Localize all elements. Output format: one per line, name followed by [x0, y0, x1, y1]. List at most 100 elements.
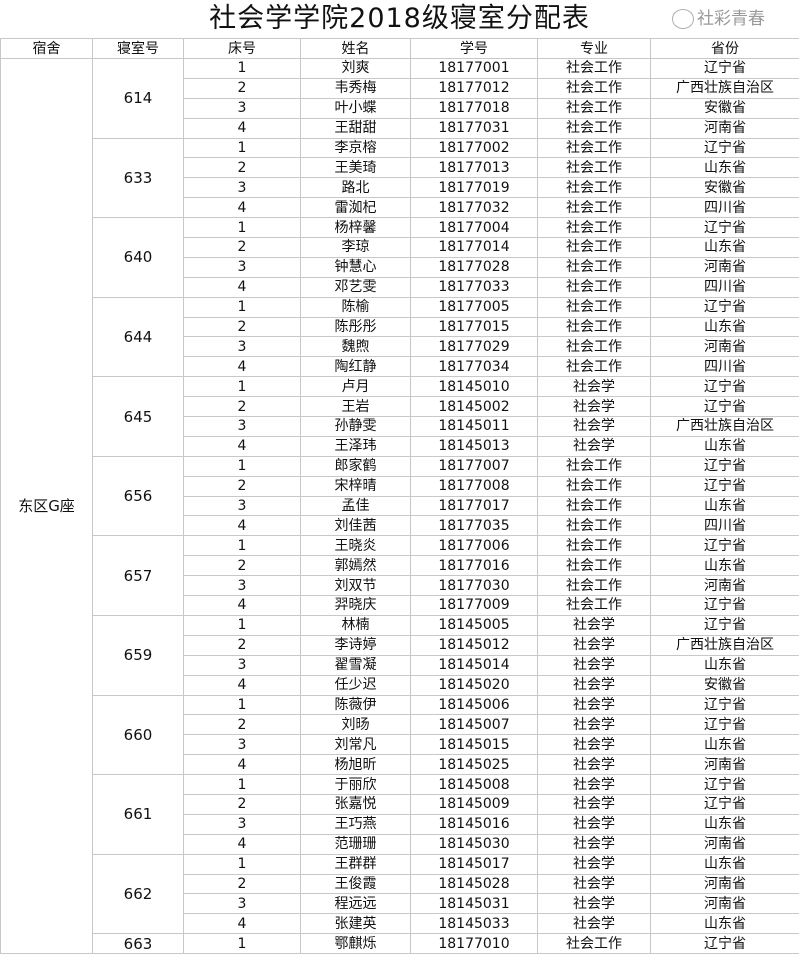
- cell-student-id: 18145010: [410, 376, 538, 398]
- cell-student-id: 18145007: [410, 714, 538, 736]
- cell-bed: 3: [183, 654, 301, 676]
- cell-bed: 2: [183, 634, 301, 656]
- cell-student-id: 18145017: [410, 853, 538, 875]
- table-row: 4 王泽玮 18145013 社会学 山东省: [1, 435, 799, 457]
- cell-name: 于丽欣: [300, 774, 411, 795]
- cell-name: 王群群: [300, 853, 411, 875]
- cell-student-id: 18177032: [410, 197, 538, 219]
- cell-bed: 1: [183, 933, 301, 954]
- cell-name: 李琼: [300, 237, 411, 258]
- cell-province: 辽宁省: [650, 137, 799, 159]
- table-row: 656 1 郎家鹤 18177007 社会工作 辽宁省: [1, 455, 799, 537]
- cell-name: 杨梓馨: [300, 217, 411, 239]
- cell-bed: 1: [183, 217, 301, 239]
- cell-student-id: 18145002: [410, 396, 538, 418]
- cell-student-id: 18145016: [410, 813, 538, 835]
- header-name: 姓名: [300, 38, 411, 59]
- cell-student-id: 18177002: [410, 137, 538, 159]
- table-row: 4 刘佳茜 18177035 社会工作 四川省: [1, 515, 799, 537]
- cell-major: 社会学: [537, 873, 651, 895]
- cell-room: 656: [92, 455, 184, 537]
- cell-province: 山东省: [650, 913, 799, 935]
- table-row: 633 1 李京榕 18177002 社会工作 辽宁省: [1, 137, 799, 219]
- cell-bed: 2: [183, 77, 301, 99]
- cell-bed: 1: [183, 296, 301, 318]
- cell-name: 王巧燕: [300, 813, 411, 835]
- cell-major: 社会学: [537, 614, 651, 636]
- cell-student-id: 18177028: [410, 256, 538, 278]
- table-row: 3 刘双节 18177030 社会工作 河南省: [1, 575, 799, 597]
- cell-major: 社会学: [537, 833, 651, 855]
- cell-major: 社会学: [537, 654, 651, 676]
- cell-province: 山东省: [650, 435, 799, 457]
- cell-major: 社会学: [537, 913, 651, 935]
- cell-major: 社会工作: [537, 595, 651, 616]
- table-row: 3 钟慧心 18177028 社会工作 河南省: [1, 256, 799, 278]
- cell-student-id: 18177029: [410, 336, 538, 358]
- cell-province: 四川省: [650, 197, 799, 219]
- cell-room: 663: [92, 933, 184, 954]
- cell-student-id: 18177034: [410, 356, 538, 378]
- cell-name: 李诗婷: [300, 634, 411, 656]
- cell-major: 社会工作: [537, 475, 651, 497]
- cell-name: 范珊珊: [300, 833, 411, 855]
- cell-bed: 2: [183, 157, 301, 179]
- cell-major: 社会工作: [537, 356, 651, 378]
- cell-student-id: 18177019: [410, 177, 538, 199]
- cell-room: 644: [92, 296, 184, 378]
- cell-room: 640: [92, 217, 184, 298]
- cell-bed: 1: [183, 58, 301, 79]
- cell-major: 社会工作: [537, 137, 651, 159]
- cell-bed: 2: [183, 555, 301, 577]
- cell-bed: 4: [183, 117, 301, 139]
- table-row: 644 1 陈榆 18177005 社会工作 辽宁省: [1, 296, 799, 378]
- cell-bed: 3: [183, 416, 301, 437]
- table-row: 4 张建英 18145033 社会学 山东省: [1, 913, 799, 935]
- cell-major: 社会工作: [537, 555, 651, 577]
- cell-major: 社会学: [537, 734, 651, 756]
- cell-province: 山东省: [650, 813, 799, 835]
- cell-major: 社会学: [537, 634, 651, 656]
- cell-bed: 4: [183, 435, 301, 457]
- cell-student-id: 18177005: [410, 296, 538, 318]
- table-row: 659 1 林楠 18145005 社会学 辽宁省: [1, 614, 799, 696]
- cell-student-id: 18177001: [410, 58, 538, 79]
- cell-student-id: 18177009: [410, 595, 538, 616]
- header-student-id: 学号: [410, 38, 538, 59]
- cell-province: 广西壮族自治区: [650, 77, 799, 99]
- header-province: 省份: [650, 38, 799, 59]
- cell-bed: 3: [183, 97, 301, 119]
- cell-bed: 2: [183, 237, 301, 258]
- cell-name: 鄂麒烁: [300, 933, 411, 954]
- header-row: 宿舍 寝室号 床号 姓名 学号 专业 省份: [0, 38, 799, 59]
- table-row: 657 1 王晓炎 18177006 社会工作 辽宁省: [1, 535, 799, 616]
- cell-major: 社会学: [537, 893, 651, 915]
- cell-major: 社会工作: [537, 933, 651, 954]
- cell-bed: 1: [183, 694, 301, 716]
- cell-name: 王甜甜: [300, 117, 411, 139]
- cell-student-id: 18177014: [410, 237, 538, 258]
- dorm-assignment-table: 宿舍 寝室号 床号 姓名 学号 专业 省份 东区G座 614 1 刘爽 18177001 社会工作 辽宁…: [0, 38, 799, 954]
- cell-student-id: 18145033: [410, 913, 538, 935]
- cell-major: 社会工作: [537, 336, 651, 358]
- table-row: 663 1 鄂麒烁 18177010 社会工作 辽宁省: [1, 933, 799, 954]
- cell-name: 林楠: [300, 614, 411, 636]
- cell-major: 社会工作: [537, 197, 651, 219]
- cell-province: 山东省: [650, 654, 799, 676]
- header-room: 寝室号: [92, 38, 184, 59]
- cell-major: 社会学: [537, 774, 651, 795]
- cell-major: 社会工作: [537, 177, 651, 199]
- header-bed: 床号: [183, 38, 301, 59]
- cell-bed: 3: [183, 575, 301, 597]
- cell-major: 社会学: [537, 813, 651, 835]
- cell-province: 山东省: [650, 237, 799, 258]
- cell-name: 刘双节: [300, 575, 411, 597]
- cell-province: 辽宁省: [650, 933, 799, 954]
- cell-province: 广西壮族自治区: [650, 416, 799, 437]
- cell-province: 河南省: [650, 873, 799, 895]
- cell-bed: 4: [183, 356, 301, 378]
- table-row: 662 1 王群群 18145017 社会学 山东省: [1, 853, 799, 935]
- cell-province: 辽宁省: [650, 714, 799, 736]
- table-row: 3 刘常凡 18145015 社会学 山东省: [1, 734, 799, 756]
- header-dorm: 宿舍: [0, 38, 93, 59]
